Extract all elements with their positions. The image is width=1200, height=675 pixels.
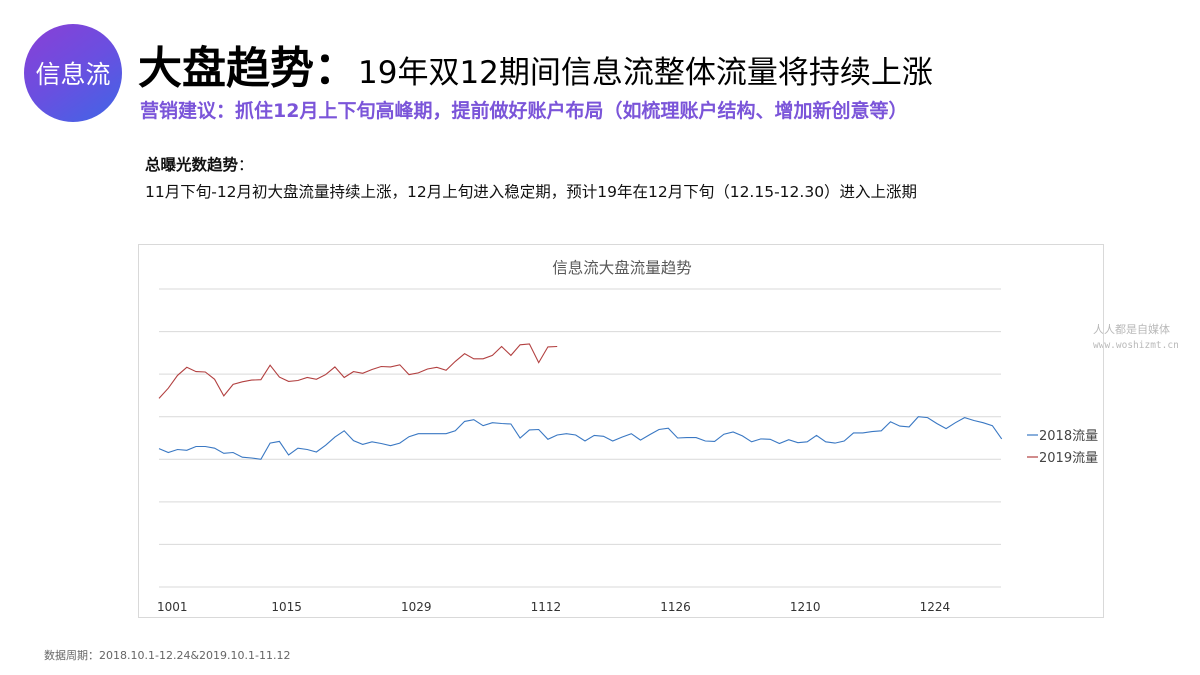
summary-text: 11月下旬-12月初大盘流量持续上涨，12月上旬进入稳定期，预计19年在12月下… xyxy=(145,183,918,201)
chart-title: 信息流大盘流量趋势 xyxy=(552,258,692,277)
badge-label: 信息流 xyxy=(35,60,111,89)
chart-legend: 2018流量 2019流量 xyxy=(1027,429,1098,466)
chart-frame: 1001 1015 1029 1112 1126 1210 1224 2018流量 2019流… xyxy=(138,244,1104,618)
x-tick-label-1112: 1112 xyxy=(531,600,562,614)
series-line-2019 xyxy=(158,343,558,399)
watermark-cn: 人人都是自媒体 xyxy=(1093,323,1170,336)
x-tick-label-1224: 1224 xyxy=(920,600,951,614)
legend-label-2019: 2019流量 xyxy=(1039,451,1098,466)
page-title: 大盘趋势： 19年双12期间信息流整体流量将持续上涨 xyxy=(138,32,933,96)
traffic-trend-chart: 1001 1015 1029 1112 1126 1210 1224 2018流量 2019流… xyxy=(157,258,1098,614)
summary-label: 总曝光数趋势 xyxy=(145,156,239,174)
x-tick-label-1015: 1015 xyxy=(271,600,302,614)
summary-colon: ： xyxy=(238,156,254,174)
watermark: 人人都是自媒体 www.woshizmt.cn xyxy=(1093,322,1179,354)
watermark-en: www.woshizmt.cn xyxy=(1093,340,1179,351)
page-title-sub: 19年双12期间信息流整体流量将持续上涨 xyxy=(358,55,933,91)
summary-block: 总曝光数趋势： 11月下旬-12月初大盘流量持续上涨，12月上旬进入稳定期，预计… xyxy=(145,153,917,202)
marketing-advice: 营销建议：抓住12月上下旬高峰期，提前做好账户布局（如梳理账户结构、增加新创意等… xyxy=(140,100,908,122)
info-flow-badge: 信息流 xyxy=(24,24,122,122)
x-tick-label-1210: 1210 xyxy=(790,600,821,614)
x-tick-label-1029: 1029 xyxy=(401,600,432,614)
chart-x-axis: 1001 1015 1029 1112 1126 1210 1224 xyxy=(157,600,950,614)
series-line-2018 xyxy=(158,416,1003,460)
page-title-main: 大盘趋势： xyxy=(138,43,358,94)
chart-series xyxy=(158,343,1003,460)
data-period-footnote: 数据周期：2018.10.1-12.24&2019.10.1-11.12 xyxy=(44,649,291,662)
legend-label-2018: 2018流量 xyxy=(1039,429,1098,444)
x-tick-label-1001: 1001 xyxy=(157,600,188,614)
chart-gridlines xyxy=(159,288,1001,588)
x-tick-label-1126: 1126 xyxy=(660,600,691,614)
